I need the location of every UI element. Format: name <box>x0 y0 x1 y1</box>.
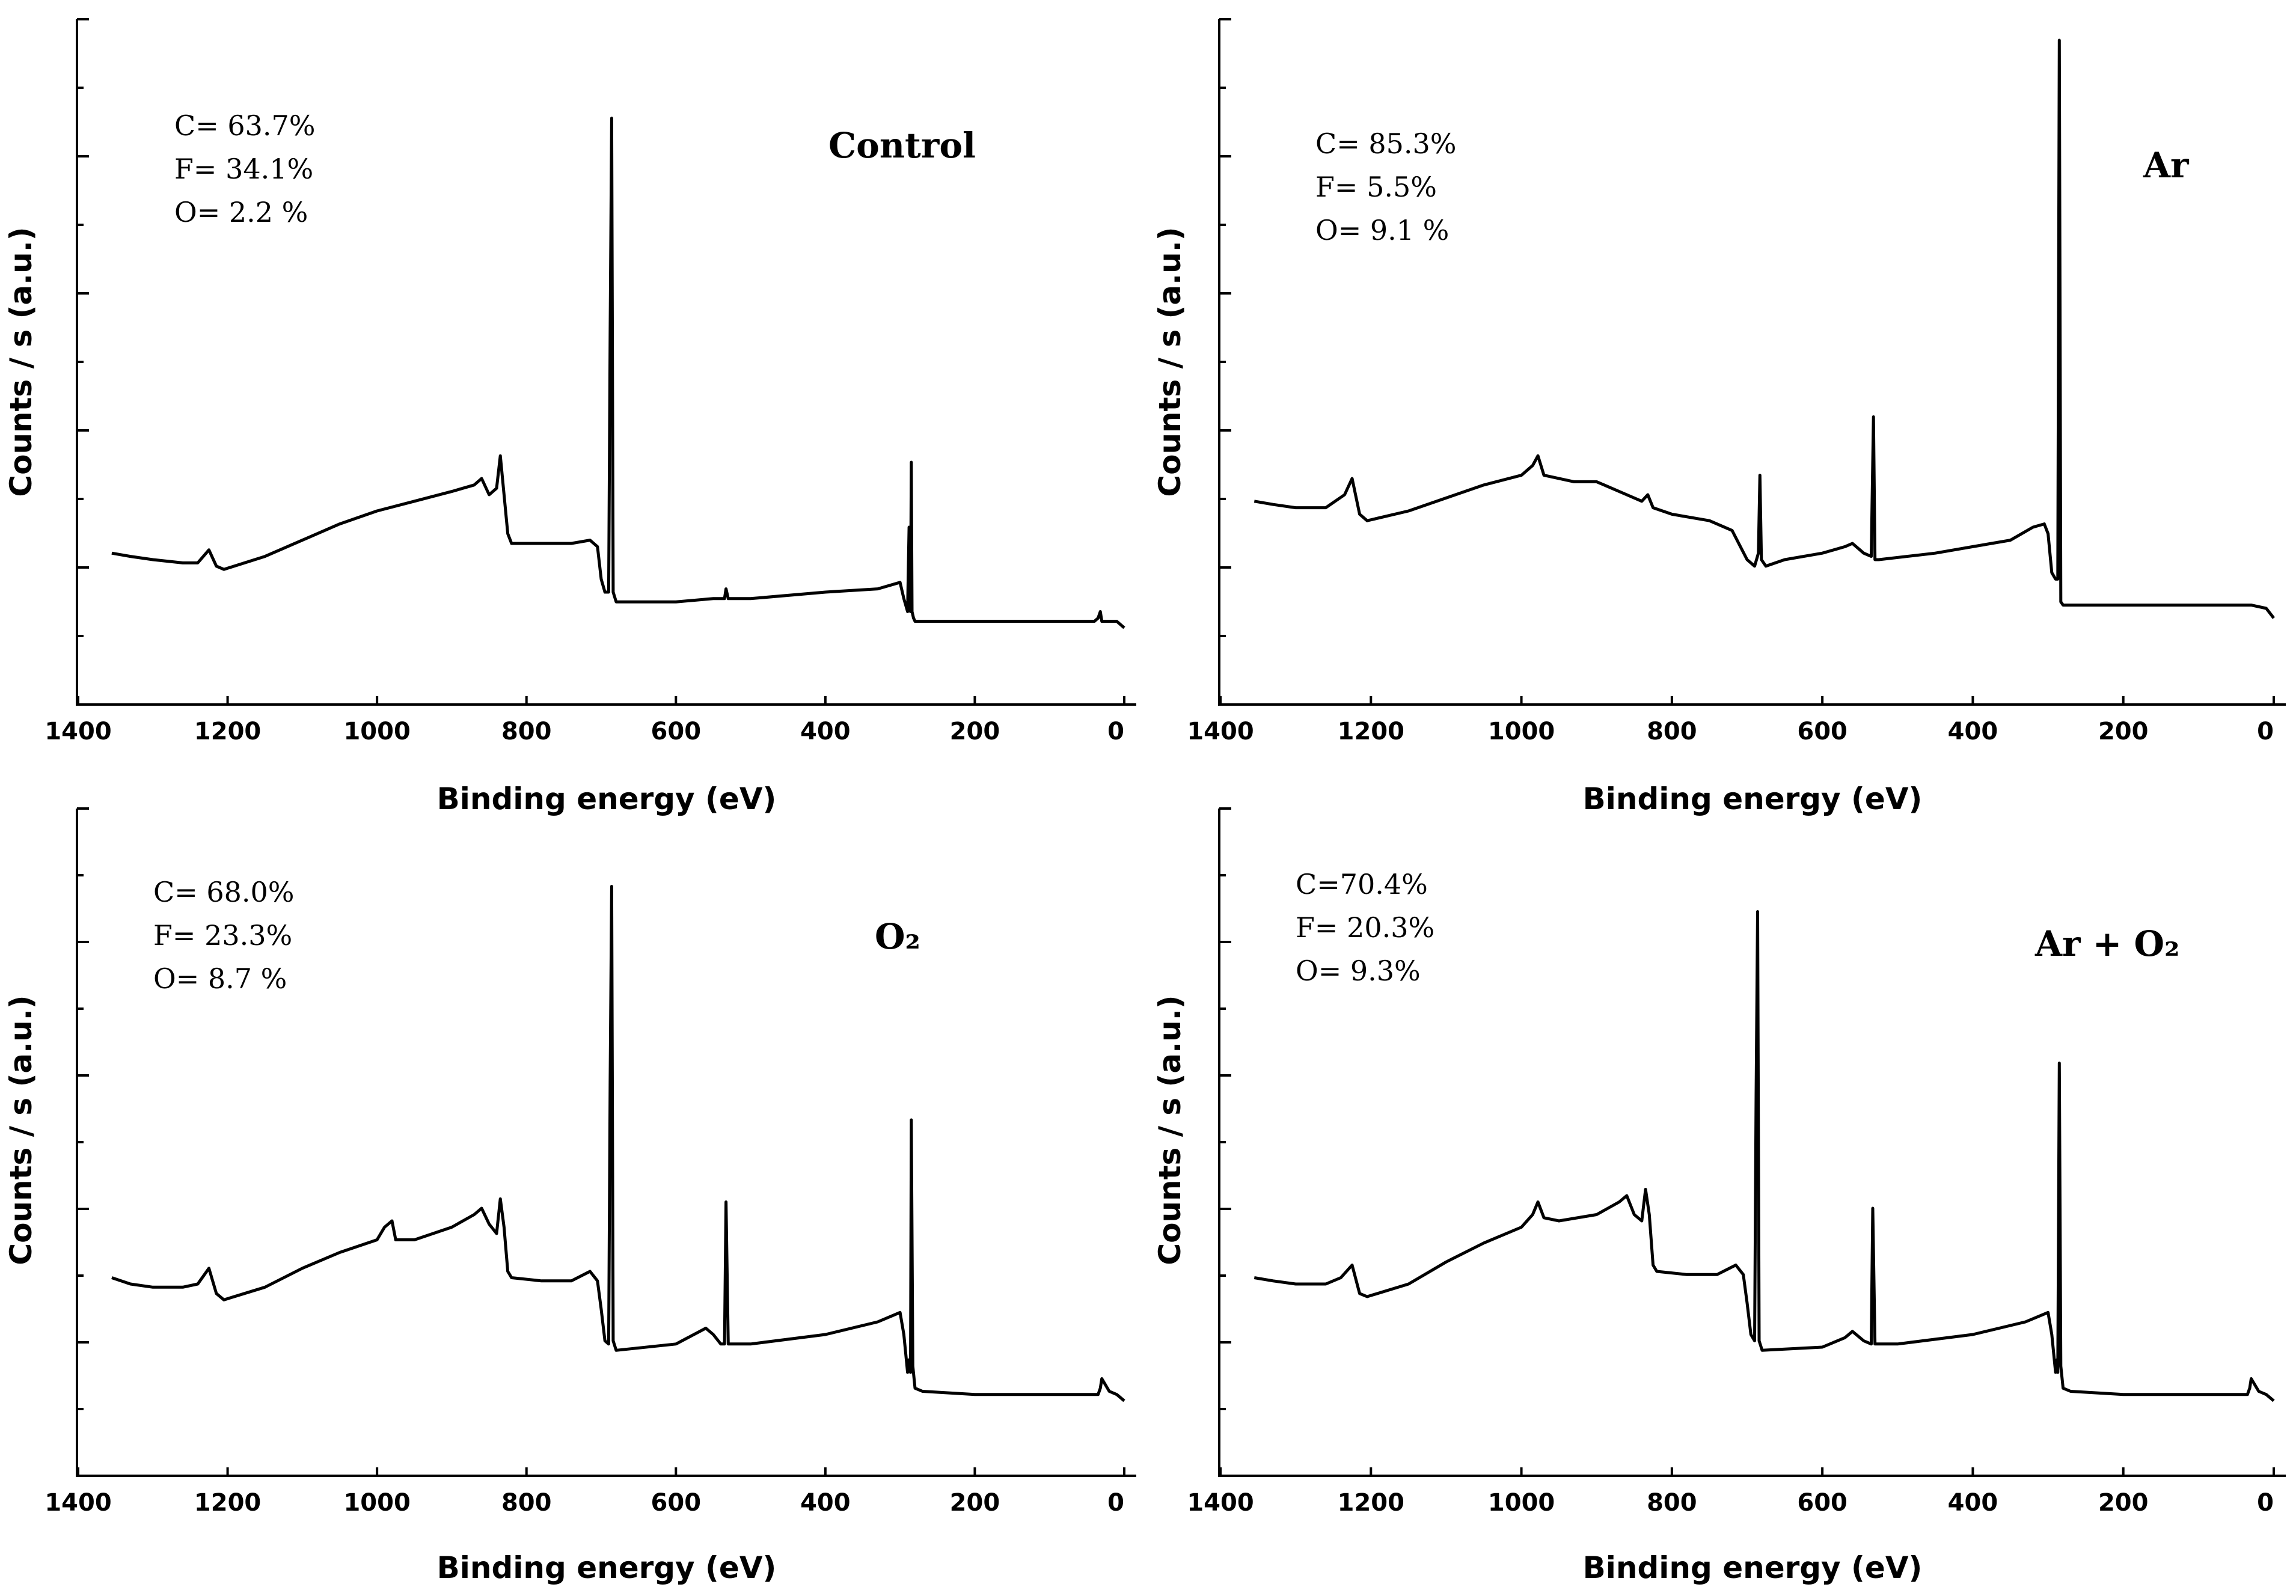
panel-ar-composition-o: O= 9.1 % <box>1315 214 1449 246</box>
panel-control-x-tick-label: 1000 <box>343 718 410 745</box>
panel-control-y-ticks <box>77 18 89 706</box>
panel-o2-composition-f: F= 23.3% <box>153 919 292 952</box>
panel-ar-o2-x-tick-label: 400 <box>1948 1489 1998 1517</box>
panel-o2-x-tick-label: 1400 <box>44 1489 111 1517</box>
panel-ar-o2-composition-o: O= 9.3% <box>1296 955 1421 987</box>
panel-ar-x-tick-label: 1400 <box>1187 718 1254 745</box>
panel-o2-spectrum-line <box>111 885 1125 1402</box>
panel-ar-o2-x-tick-label: 1200 <box>1338 1489 1404 1517</box>
panel-o2-y-axis-title: Counts / s (a.u.) <box>4 995 38 1265</box>
panel-control-x-tick-label: 800 <box>501 718 552 745</box>
panel-ar-o2-title: Ar + O₂ <box>2034 923 2179 964</box>
panel-ar-o2-spectrum-line <box>1254 910 2275 1402</box>
panel-ar-x-tick-label: 800 <box>1647 718 1697 745</box>
panel-ar: 1400 1200 1000 800 600 400 200 0 Binding energy… <box>1153 18 2286 816</box>
panel-ar-x-tick-label: 400 <box>1948 718 1998 745</box>
panel-ar-x-tick-label: 1000 <box>1488 718 1555 745</box>
panel-control: 1400 1200 1000 800 600 400 200 0 Binding energy… <box>4 18 1136 816</box>
panel-ar-o2-x-tick-label: 200 <box>2098 1489 2149 1517</box>
panel-control-composition-f: F= 34.1% <box>174 153 313 185</box>
panel-control-x-tick-label: 600 <box>651 718 702 745</box>
panel-ar-x-ticks: 1400 1200 1000 800 600 400 200 0 <box>1187 696 2275 745</box>
panel-o2-x-ticks: 1400 1200 1000 800 600 400 200 0 <box>44 1467 1125 1517</box>
panel-o2-composition-o: O= 8.7 % <box>153 962 287 995</box>
panel-o2: 1400 1200 1000 800 600 400 200 0 Binding energy… <box>4 807 1136 1585</box>
panel-ar-o2-x-tick-label: 0 <box>2257 1489 2274 1517</box>
panel-ar-y-axis-title: Counts / s (a.u.) <box>1153 227 1187 497</box>
panel-o2-x-tick-label: 800 <box>501 1489 552 1517</box>
panel-control-y-axis-title: Counts / s (a.u.) <box>4 227 38 497</box>
panel-ar-x-tick-label: 200 <box>2098 718 2149 745</box>
panel-ar-y-ticks <box>1219 18 1231 706</box>
panel-ar-o2-x-tick-label: 600 <box>1797 1489 1848 1517</box>
panel-control-title: Control <box>828 125 976 166</box>
panel-o2-composition-c: C= 68.0% <box>153 876 295 908</box>
panel-o2-axes <box>76 809 1136 1477</box>
panel-ar-title: Ar <box>2143 145 2190 186</box>
panel-control-x-ticks: 1400 1200 1000 800 600 400 200 0 <box>44 696 1125 745</box>
panel-o2-title: O₂ <box>875 916 920 957</box>
panel-ar-o2-x-tick-label: 800 <box>1647 1489 1697 1517</box>
panel-control-x-tick-label: 400 <box>800 718 851 745</box>
panel-o2-x-tick-label: 600 <box>651 1489 702 1517</box>
panel-ar-o2-y-ticks <box>1219 807 1231 1477</box>
panel-control-x-tick-label: 200 <box>950 718 1000 745</box>
panel-ar-x-axis-title: Binding energy (eV) <box>1583 781 1923 816</box>
panel-ar-x-tick-label: 1200 <box>1338 718 1404 745</box>
panel-control-spectrum-line <box>111 117 1125 629</box>
panel-ar-composition-c: C= 85.3% <box>1315 127 1457 160</box>
panel-control-composition-o: O= 2.2 % <box>174 196 308 228</box>
panel-ar-o2-x-ticks: 1400 1200 1000 800 600 400 200 0 <box>1187 1467 2275 1517</box>
panel-ar-o2-axes <box>1218 809 2286 1477</box>
panel-control-x-axis-title: Binding energy (eV) <box>437 781 777 816</box>
panel-ar-o2-composition-c: C=70.4% <box>1296 868 1428 900</box>
panel-ar-o2-y-axis-title: Counts / s (a.u.) <box>1153 995 1187 1265</box>
panel-control-composition-c: C= 63.7% <box>174 109 316 142</box>
panel-ar-spectrum-line <box>1254 38 2275 619</box>
panel-ar-composition-f: F= 5.5% <box>1315 171 1437 203</box>
panel-ar-o2-x-tick-label: 1400 <box>1187 1489 1254 1517</box>
panel-ar-o2-x-axis-title: Binding energy (eV) <box>1583 1550 1923 1585</box>
panel-o2-x-tick-label: 1000 <box>343 1489 410 1517</box>
panel-o2-x-axis-title: Binding energy (eV) <box>437 1550 777 1585</box>
panel-o2-x-tick-label: 400 <box>800 1489 851 1517</box>
panel-control-x-tick-label: 1200 <box>194 718 261 745</box>
panel-ar-axes <box>1218 19 2286 706</box>
panel-ar-o2-composition-f: F= 20.3% <box>1296 911 1434 944</box>
panel-ar-x-tick-label: 600 <box>1797 718 1848 745</box>
panel-o2-x-tick-label: 1200 <box>194 1489 261 1517</box>
panel-control-x-tick-label: 1400 <box>44 718 111 745</box>
panel-ar-x-tick-label: 0 <box>2257 718 2274 745</box>
panel-o2-x-tick-label: 200 <box>950 1489 1000 1517</box>
panel-ar-o2: 1400 1200 1000 800 600 400 200 0 Binding energy… <box>1153 807 2286 1585</box>
panel-ar-o2-x-tick-label: 1000 <box>1488 1489 1555 1517</box>
panel-o2-y-ticks <box>77 807 89 1477</box>
panel-o2-x-tick-label: 0 <box>1107 1489 1124 1517</box>
panel-control-x-tick-label: 0 <box>1107 718 1124 745</box>
